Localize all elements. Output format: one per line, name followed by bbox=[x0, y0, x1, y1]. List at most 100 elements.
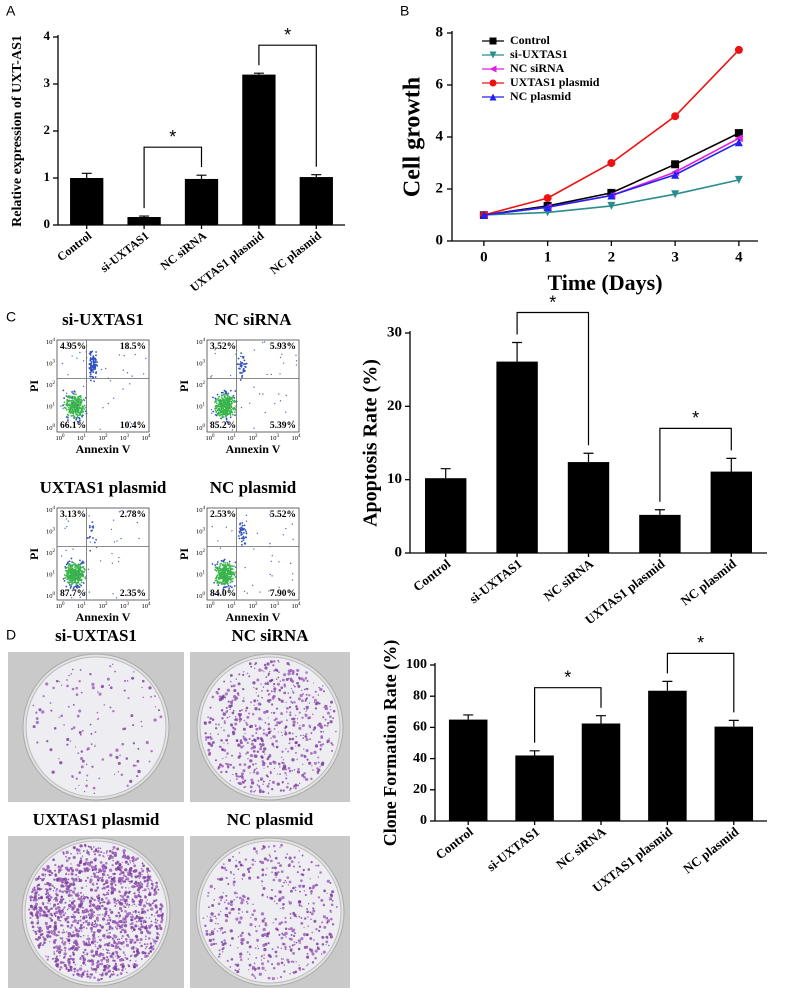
event-dot bbox=[84, 576, 86, 579]
colony bbox=[151, 902, 154, 905]
event-dot bbox=[89, 375, 92, 378]
colony bbox=[107, 893, 110, 896]
colony bbox=[278, 933, 281, 936]
colony bbox=[53, 939, 56, 942]
event-dot bbox=[230, 400, 233, 403]
colony bbox=[312, 902, 315, 905]
event-dot bbox=[212, 396, 214, 399]
colony bbox=[57, 906, 61, 910]
colony bbox=[114, 670, 116, 673]
colony bbox=[244, 738, 248, 742]
event-dot bbox=[238, 530, 241, 533]
colony bbox=[58, 680, 61, 683]
colony bbox=[61, 939, 64, 942]
colony bbox=[280, 947, 283, 950]
colony bbox=[120, 886, 124, 889]
colony bbox=[264, 682, 267, 685]
colony bbox=[239, 741, 243, 745]
colony bbox=[233, 727, 237, 731]
colony bbox=[92, 939, 94, 941]
colony bbox=[229, 673, 233, 677]
colony bbox=[95, 923, 99, 927]
colony bbox=[129, 882, 131, 885]
colony bbox=[287, 750, 290, 753]
colony bbox=[45, 895, 50, 899]
colony bbox=[94, 853, 97, 856]
colony bbox=[217, 767, 220, 770]
colony bbox=[127, 880, 130, 882]
colony bbox=[94, 923, 96, 926]
colony bbox=[262, 845, 266, 849]
colony bbox=[117, 941, 121, 945]
colony bbox=[70, 673, 73, 675]
event-dot bbox=[63, 401, 66, 404]
colony bbox=[268, 761, 273, 766]
colony bbox=[38, 926, 42, 930]
event-dot bbox=[75, 398, 78, 401]
colony bbox=[295, 961, 297, 963]
colony bbox=[57, 934, 60, 937]
colony bbox=[124, 954, 127, 956]
colony bbox=[97, 914, 99, 916]
colony bbox=[36, 916, 40, 920]
colony bbox=[253, 699, 257, 703]
colony bbox=[112, 959, 115, 962]
colony bbox=[251, 713, 255, 716]
colony bbox=[68, 882, 70, 884]
colony bbox=[160, 911, 162, 913]
colony bbox=[89, 861, 92, 864]
colony bbox=[97, 871, 100, 874]
colony bbox=[76, 969, 79, 972]
event-dot bbox=[239, 523, 241, 526]
event-dot bbox=[231, 577, 234, 580]
colony bbox=[321, 685, 324, 687]
colony bbox=[118, 925, 120, 927]
colony bbox=[306, 687, 309, 691]
colony bbox=[112, 663, 114, 665]
event-dot bbox=[70, 574, 73, 576]
event-dot bbox=[226, 510, 229, 512]
colony bbox=[52, 858, 55, 862]
event-dot bbox=[88, 367, 91, 369]
colony bbox=[269, 698, 272, 702]
event-dot bbox=[228, 563, 231, 565]
colony bbox=[225, 869, 228, 872]
event-dot bbox=[242, 367, 245, 370]
event-dot bbox=[233, 573, 236, 575]
marker bbox=[607, 201, 616, 210]
colony bbox=[42, 867, 45, 871]
colony bbox=[261, 743, 265, 747]
colony bbox=[118, 881, 120, 884]
colony bbox=[53, 941, 56, 945]
tick-exponent: 0 bbox=[53, 424, 56, 429]
colony bbox=[100, 973, 104, 977]
colony bbox=[212, 938, 215, 941]
colony bbox=[288, 856, 292, 860]
event-dot bbox=[73, 395, 75, 398]
colony bbox=[314, 690, 317, 693]
colony bbox=[81, 954, 85, 958]
event-dot bbox=[75, 413, 78, 416]
colony bbox=[249, 785, 253, 789]
colony bbox=[134, 858, 138, 862]
colony bbox=[115, 942, 119, 946]
colony bbox=[79, 923, 83, 927]
colony bbox=[72, 703, 75, 706]
colony bbox=[296, 681, 300, 685]
flow-title: UXTAS1 plasmid bbox=[40, 478, 167, 497]
event-dot bbox=[71, 570, 74, 573]
colony bbox=[117, 956, 120, 958]
colony bbox=[138, 877, 141, 880]
colony bbox=[133, 966, 136, 969]
colony bbox=[110, 973, 113, 976]
colony bbox=[32, 929, 35, 932]
event-dot bbox=[75, 585, 77, 588]
colony bbox=[119, 882, 122, 885]
colony bbox=[303, 688, 306, 691]
colony bbox=[130, 880, 133, 883]
colony bbox=[274, 724, 277, 727]
colony bbox=[106, 956, 109, 959]
event-dot bbox=[229, 389, 232, 392]
colony bbox=[118, 877, 122, 881]
colony bbox=[305, 705, 309, 709]
